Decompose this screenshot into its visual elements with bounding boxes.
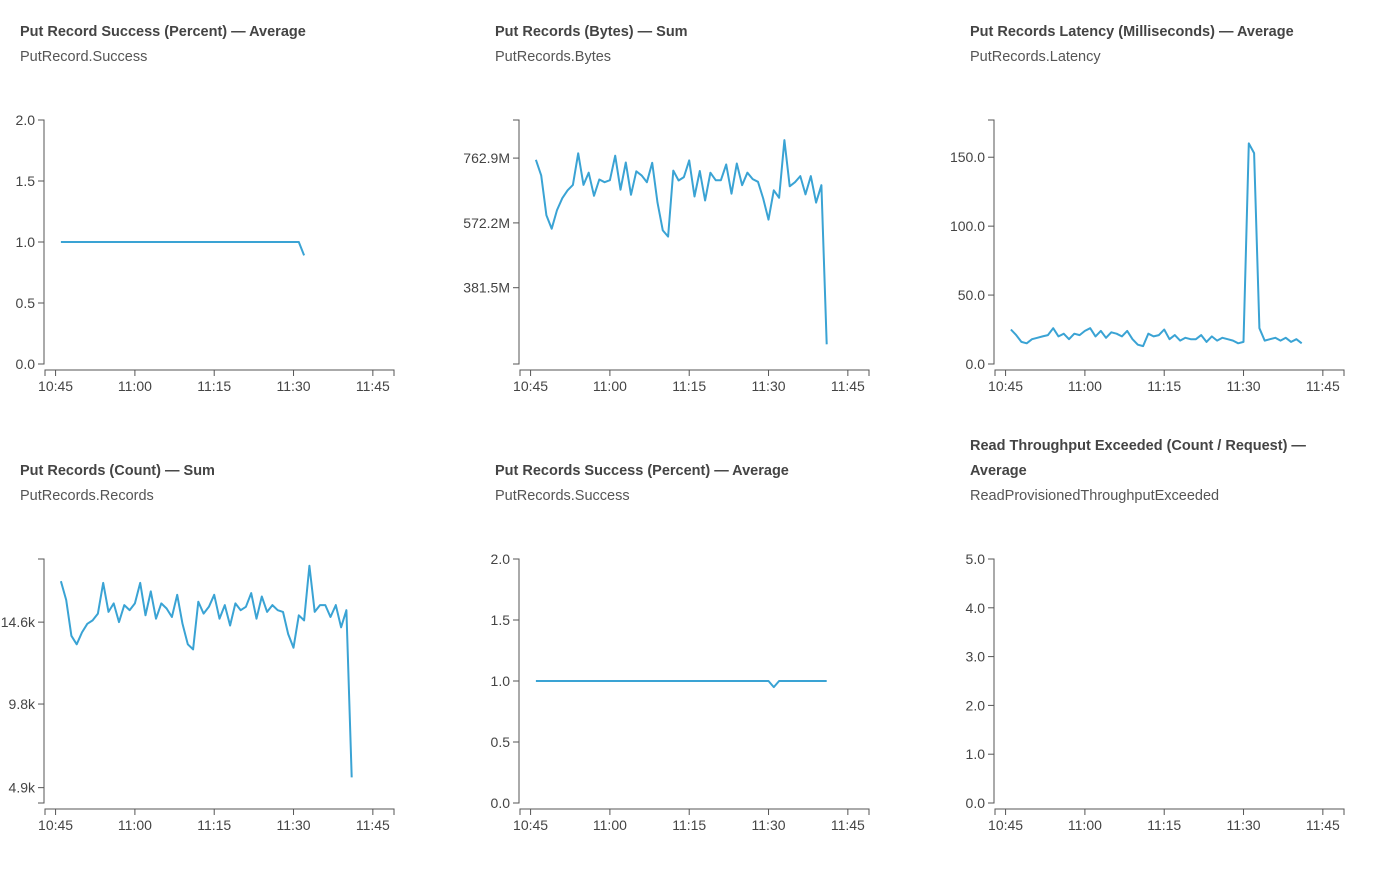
y-tick-label: 0.0 <box>16 356 36 372</box>
x-tick-label: 11:30 <box>277 817 311 833</box>
series-line <box>535 680 827 689</box>
y-tick-label: 0.5 <box>16 295 36 311</box>
y-axis-line <box>988 119 995 365</box>
chart-title: Put Records (Count) — Sum <box>20 463 215 479</box>
x-tick-label: 10:45 <box>513 817 548 833</box>
chart-title: Read Throughput Exceeded (Count / Reques… <box>970 438 1306 479</box>
series-line <box>60 241 306 256</box>
series-line <box>1010 142 1303 348</box>
y-tick-label: 0.0 <box>966 356 986 372</box>
x-tick-label: 11:45 <box>356 817 390 833</box>
series-line <box>59 564 353 778</box>
chart-title: Put Records Latency (Milliseconds) — Ave… <box>970 24 1294 40</box>
line-chart: 0.0 0.5 1.0 1.5 2.0 10:45 11:00 11:15 11:30 11:45 <box>16 112 395 394</box>
x-tick-label: 11:30 <box>1227 817 1261 833</box>
chart-title: Put Records (Bytes) — Sum <box>495 24 688 40</box>
chart-subtitle: PutRecord.Success <box>20 49 148 65</box>
chart-panel-read-throughput-exceeded: Read Throughput Exceeded (Count / Reques… <box>966 434 1374 854</box>
x-tick-label: 11:00 <box>118 378 152 394</box>
y-tick-label: 100.0 <box>950 218 985 234</box>
y-tick-label: 0.0 <box>491 795 511 811</box>
chart-title: Put Records Success (Percent) — Average <box>495 463 789 479</box>
x-tick-label: 11:15 <box>1147 817 1181 833</box>
x-tick-label: 11:00 <box>1068 378 1102 394</box>
x-axis-line <box>44 808 395 815</box>
x-tick-label: 11:15 <box>672 378 706 394</box>
x-tick-label: 11:00 <box>593 378 627 394</box>
x-tick-label: 11:30 <box>752 817 786 833</box>
y-tick-label: 2.0 <box>966 697 986 713</box>
y-tick-label: 572.2M <box>463 215 510 231</box>
y-tick-label: 150.0 <box>950 149 985 165</box>
x-tick-label: 10:45 <box>38 817 73 833</box>
chart-subtitle: PutRecords.Latency <box>970 49 1101 65</box>
y-tick-label: 5.0 <box>966 551 986 567</box>
x-tick-label: 11:00 <box>1068 817 1102 833</box>
x-tick-label: 11:30 <box>1227 378 1261 394</box>
y-tick-label: 2.0 <box>491 551 511 567</box>
x-tick-label: 11:45 <box>1306 378 1340 394</box>
x-tick-label: 10:45 <box>988 378 1023 394</box>
x-tick-label: 11:00 <box>118 817 152 833</box>
line-chart: 0.0 50.0 100.0 150.0 10:45 11:00 11:15 11:30 11:… <box>950 119 1345 394</box>
x-tick-label: 11:15 <box>197 817 231 833</box>
y-tick-label: 762.9M <box>463 150 510 166</box>
x-axis-line <box>994 369 1345 376</box>
x-tick-label: 10:45 <box>988 817 1023 833</box>
y-tick-label: 1.5 <box>16 173 36 189</box>
x-tick-label: 11:45 <box>831 817 865 833</box>
x-axis-line <box>519 808 870 815</box>
chart-subtitle: ReadProvisionedThroughputExceeded <box>970 488 1220 504</box>
x-axis-line <box>994 808 1345 815</box>
y-tick-label: 1.0 <box>491 673 511 689</box>
x-tick-label: 11:30 <box>752 378 786 394</box>
y-tick-label: 0.5 <box>491 734 511 750</box>
chart-panel-putrecords-success: Put Records Success (Percent) — Average … <box>491 459 935 879</box>
x-tick-label: 11:45 <box>356 378 390 394</box>
chart-title: Put Record Success (Percent) — Average <box>20 24 306 40</box>
chart-subtitle: PutRecords.Records <box>20 488 154 504</box>
line-chart: 0.0 1.0 2.0 3.0 4.0 5.0 10:45 11:00 11:15 11:30 11… <box>966 551 1345 833</box>
y-axis-line <box>988 558 995 804</box>
y-tick-label: 9.8k <box>9 696 36 712</box>
y-tick-label: 2.0 <box>16 112 36 128</box>
chart-panel-putrecords-bytes: Put Records (Bytes) — Sum PutRecords.Byt… <box>463 20 935 440</box>
x-axis-line <box>519 369 870 376</box>
y-tick-label: 381.5M <box>463 280 510 296</box>
y-axis-line <box>513 119 520 365</box>
x-tick-label: 11:45 <box>1306 817 1340 833</box>
x-tick-label: 11:15 <box>672 817 706 833</box>
y-tick-label: 1.0 <box>966 746 986 762</box>
x-tick-label: 11:30 <box>277 378 311 394</box>
x-tick-label: 10:45 <box>513 378 548 394</box>
line-chart: 381.5M 572.2M 762.9M 10:45 11:00 11:15 11:30 11… <box>463 119 870 394</box>
line-chart: 0.0 0.5 1.0 1.5 2.0 10:45 11:00 11:15 11:30 11:45 <box>491 551 870 833</box>
x-axis-line <box>44 369 395 376</box>
chart-panel-putrecord-success: Put Record Success (Percent) — Average P… <box>16 20 460 440</box>
line-chart: 4.9k 9.8k 14.6k 10:45 11:00 11:15 11:30 11:45 <box>1 558 395 833</box>
series-line <box>534 139 828 345</box>
x-tick-label: 10:45 <box>38 378 73 394</box>
y-tick-label: 1.5 <box>491 612 511 628</box>
y-axis-line <box>38 558 45 804</box>
y-tick-label: 4.0 <box>966 600 986 616</box>
y-tick-label: 4.9k <box>9 780 36 796</box>
y-tick-label: 1.0 <box>16 234 36 250</box>
x-tick-label: 11:45 <box>831 378 865 394</box>
y-tick-label: 3.0 <box>966 649 986 665</box>
chart-panel-putrecords-count: Put Records (Count) — Sum PutRecords.Rec… <box>1 459 460 879</box>
x-tick-label: 11:00 <box>593 817 627 833</box>
chart-panel-putrecords-latency: Put Records Latency (Milliseconds) — Ave… <box>950 20 1374 440</box>
chart-subtitle: PutRecords.Success <box>495 488 630 504</box>
x-tick-label: 11:15 <box>197 378 231 394</box>
x-tick-label: 11:15 <box>1147 378 1181 394</box>
y-tick-label: 14.6k <box>1 614 36 630</box>
chart-subtitle: PutRecords.Bytes <box>495 49 612 65</box>
y-tick-label: 0.0 <box>966 795 986 811</box>
y-tick-label: 50.0 <box>958 287 985 303</box>
